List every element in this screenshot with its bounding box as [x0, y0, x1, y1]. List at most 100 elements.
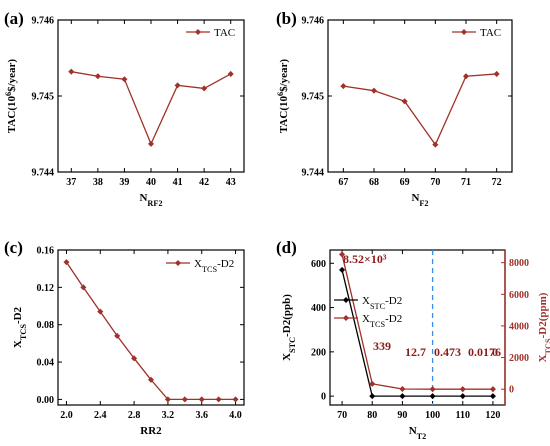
- legend-tcs: XTCS-D2: [334, 313, 402, 329]
- xtcs-series-point: [131, 355, 138, 362]
- x-axis-label: RR2: [140, 425, 162, 437]
- y-tick-label: 0: [321, 392, 326, 403]
- y-tick-label: 600: [311, 259, 326, 270]
- right-y-tick-label: 6000: [509, 290, 529, 301]
- x-axis-label: NF2: [411, 192, 428, 208]
- legend-marker: [342, 314, 350, 322]
- x-tick-label: 37: [66, 177, 76, 188]
- legend-marker: [342, 296, 350, 304]
- panel-label: (c): [4, 238, 23, 257]
- panel-d: 70 80 90 100 110 120 0 200 400 600 (d) NT2 XSTC-D2(p…: [276, 238, 550, 441]
- x-tick-label: 90: [397, 410, 407, 421]
- x-tick-label: 2.4: [94, 410, 107, 421]
- x-tick-label: 69: [400, 177, 410, 188]
- legend-label: TAC: [480, 27, 501, 39]
- y-tick-label: 0.12: [37, 283, 55, 294]
- x-tick-label: 71: [461, 177, 471, 188]
- legend: TAC: [452, 27, 501, 39]
- data-annotation: 0: [492, 345, 498, 359]
- x-tick-label: 40: [146, 177, 156, 188]
- y-tick-label: 9.744: [32, 168, 55, 179]
- xtcs-series-point: [429, 386, 436, 393]
- right-axis-label: XTCS-D2(ppm): [537, 292, 550, 362]
- y-axis-label-group: XSTC-D2(ppb): [281, 294, 297, 361]
- x-tick-label: 80: [367, 410, 377, 421]
- tac-series-point: [370, 87, 378, 94]
- right-y-tick-label: 8000: [509, 258, 529, 269]
- y-axis-label: XTCS-D2: [12, 306, 28, 348]
- xstc-series-line: [341, 269, 493, 397]
- tac-series-point: [493, 70, 500, 77]
- tac-series-point: [340, 83, 347, 90]
- xtcs-series-point: [339, 251, 346, 258]
- x-tick-label: 2.0: [60, 410, 73, 421]
- tac-series-point: [432, 141, 439, 148]
- y-tick-label: 9.746: [32, 16, 55, 27]
- xstc-series-point: [399, 393, 406, 400]
- x-tick-label: 70: [430, 177, 440, 188]
- legend-marker: [194, 28, 202, 36]
- x-tick-label: 42: [199, 177, 209, 188]
- data-annotation: 12.7: [405, 345, 426, 359]
- xtcs-series-point: [114, 332, 121, 339]
- y-axis-label: TAC(106$/year): [4, 59, 19, 134]
- xtcs-series-point: [215, 396, 222, 403]
- tac-series-line: [71, 71, 232, 146]
- tac-series-point: [147, 140, 155, 147]
- xtcs-series-point: [232, 396, 239, 403]
- x-axis-label: NRF2: [139, 192, 162, 208]
- legend: TAC: [186, 27, 235, 39]
- tac-series-point: [462, 73, 470, 80]
- y-tick-label: 400: [311, 303, 326, 314]
- xtcs-series-point: [198, 396, 205, 403]
- y-axis-label: XSTC-D2(ppb): [281, 294, 297, 361]
- xtcs-series-point: [147, 376, 155, 383]
- x-tick-label: 38: [93, 177, 103, 188]
- xtcs-series-point: [181, 396, 188, 403]
- legend-label: XSTC-D2: [362, 295, 402, 311]
- x-tick-label: 3.6: [195, 410, 208, 421]
- plot-frame: [327, 19, 513, 173]
- x-tick-label: 120: [485, 410, 500, 421]
- tac-series-point: [401, 98, 408, 105]
- x-tick-label: 110: [456, 410, 470, 421]
- x-tick-label: 68: [369, 177, 379, 188]
- right-axis-label-group: XTCS-D2(ppm): [537, 292, 550, 362]
- data-annotation: 0.473: [434, 345, 461, 359]
- tac-series-point: [121, 76, 128, 83]
- y-tick-label: 9.745: [302, 92, 325, 103]
- y-tick-label: 200: [311, 347, 326, 358]
- tac-series-point: [174, 82, 181, 89]
- y-axis-label-group: XTCS-D2: [12, 306, 28, 348]
- y-tick-label: 9.746: [302, 16, 325, 27]
- data-annotation: 0.0176: [468, 345, 501, 359]
- panel-b: 67 68 69 70 71 72 9.744 9.745 9.746 (b) NF2 TAC(106…: [276, 9, 513, 208]
- xtcs-series-point: [97, 308, 104, 315]
- xtcs-series-line: [341, 254, 493, 390]
- legend-marker: [460, 28, 468, 36]
- xtcs-series-point: [399, 385, 406, 393]
- panel-label: (a): [4, 9, 24, 28]
- xtcs-series-point: [63, 259, 70, 266]
- xstc-series-point: [339, 266, 346, 273]
- tac-series-point: [201, 85, 208, 92]
- panel-label: (d): [276, 238, 297, 257]
- tac-series-point: [94, 73, 101, 80]
- right-y-tick-label: 0: [509, 385, 514, 396]
- x-tick-label: 72: [492, 177, 502, 188]
- x-tick-label: 43: [226, 177, 236, 188]
- panel-c: 2.0 2.4 2.8 3.2 3.6 4.0 0.00 0.04 0.08 0.12 0.16 (c…: [4, 238, 245, 437]
- x-tick-label: 67: [338, 177, 348, 188]
- y-tick-label: 0.16: [37, 246, 55, 257]
- legend-stc: XSTC-D2: [334, 295, 402, 311]
- y-axis-label-group: TAC(106$/year): [4, 59, 19, 134]
- right-y-tick-label: 2000: [509, 353, 529, 364]
- x-tick-label: 41: [173, 177, 183, 188]
- data-annotation: 339: [373, 339, 391, 353]
- y-tick-label: 0.08: [37, 320, 55, 331]
- xstc-series-point: [489, 393, 496, 400]
- xtcs-series-point: [369, 380, 376, 387]
- legend-label: XTCS-D2: [362, 313, 402, 329]
- x-tick-label: 39: [119, 177, 129, 188]
